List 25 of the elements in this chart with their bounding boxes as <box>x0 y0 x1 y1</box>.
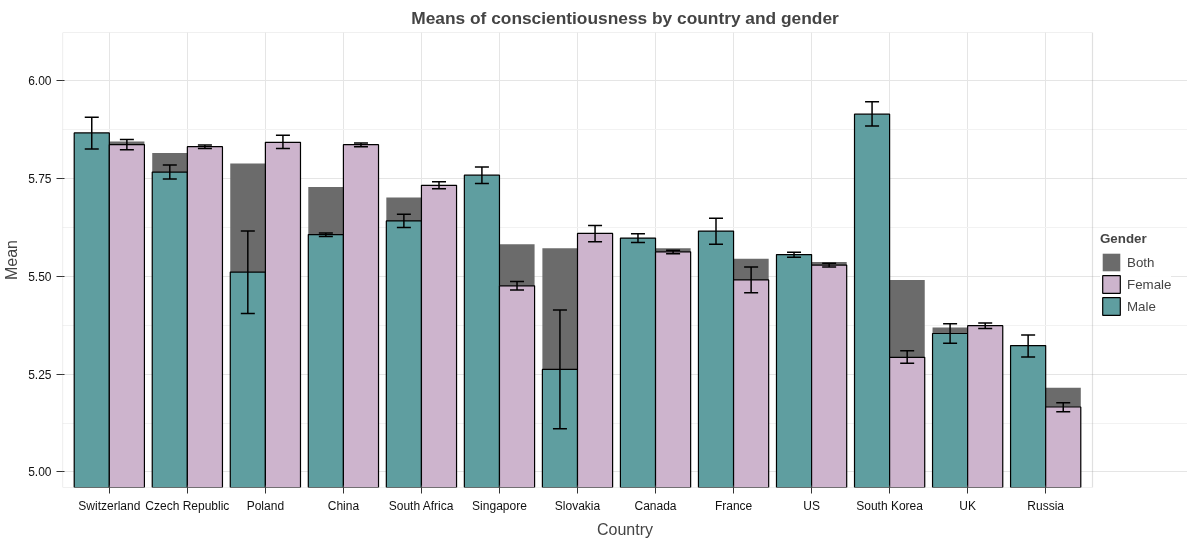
y-tick-label: 5.75 <box>28 172 52 187</box>
y-axis-title: Mean <box>3 239 21 281</box>
chart-title: Means of conscientiousness by country and gender <box>411 7 840 28</box>
x-tick-label: UK <box>959 498 976 513</box>
x-axis-title: Country <box>596 520 654 538</box>
legend-label: Female <box>1127 276 1172 292</box>
x-tick-label: Slovakia <box>554 498 601 513</box>
y-tick-label: 6.00 <box>28 74 52 89</box>
legend-title: Gender <box>1100 231 1148 246</box>
x-tick-label: Russia <box>1027 498 1065 513</box>
y-tick-label: 5.50 <box>28 269 52 284</box>
x-tick-label: US <box>803 498 820 513</box>
x-tick-label: South Africa <box>388 498 454 513</box>
x-tick-label: France <box>714 498 753 513</box>
legend-label: Male <box>1127 298 1156 314</box>
x-tick-label: Canada <box>634 498 677 513</box>
x-tick-label: South Korea <box>856 498 924 513</box>
legend-label: Both <box>1127 254 1155 270</box>
x-tick-label: Switzerland <box>78 498 141 513</box>
y-tick-label: 5.00 <box>28 465 52 480</box>
x-tick-label: Czech Republic <box>145 498 230 513</box>
x-tick-label: China <box>327 498 360 513</box>
x-tick-label: Singapore <box>472 498 528 513</box>
x-tick-label: Poland <box>246 498 285 513</box>
y-tick-label: 5.25 <box>28 367 52 382</box>
